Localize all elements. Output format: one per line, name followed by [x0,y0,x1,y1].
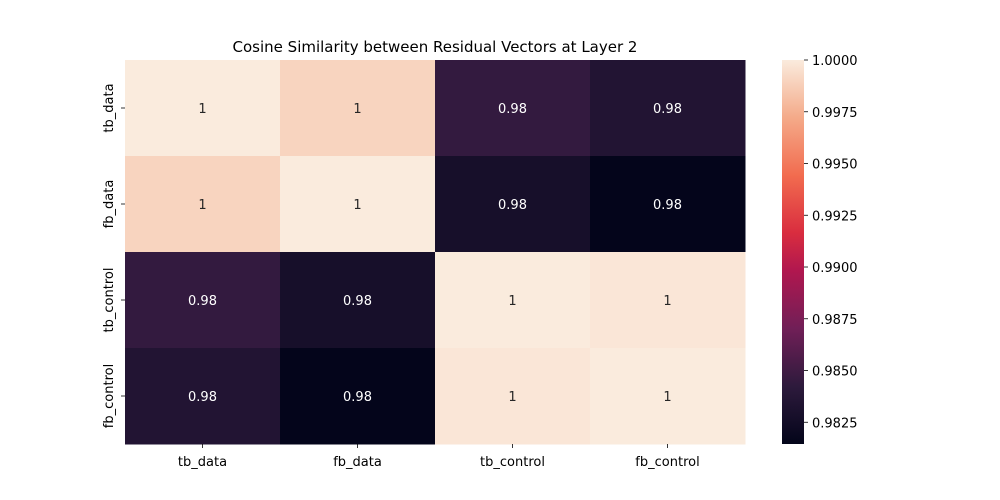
chart-title: Cosine Similarity between Residual Vecto… [233,38,638,56]
colorbar-tick-label: 1.0000 [812,54,858,69]
heatmap-cells [125,60,746,445]
cell-3-1 [280,348,436,445]
x-tick-label: tb_data [178,455,227,470]
y-tick-label: fb_data [102,180,117,229]
cell-annotation-0-0: 1 [198,102,206,117]
y-axis: tb_data fb_data tb_control fb_control [102,83,125,428]
cell-3-0 [125,348,281,445]
cell-annotations: 1 1 0.98 0.98 1 1 0.98 0.98 0.98 0.98 1 1 0.98 0.98 1 1 [188,102,682,405]
cell-2-0 [125,252,281,349]
cell-2-1 [280,252,436,349]
y-tick-label: tb_control [102,268,117,333]
cell-1-0 [125,156,281,253]
cell-1-2 [435,156,591,253]
colorbar-ticks: 0.9825 0.9850 0.9875 0.9900 0.9925 0.9950 0.99… [804,54,858,431]
cell-annotation-1-3: 0.98 [653,198,682,213]
cell-2-2 [435,252,591,349]
cell-0-2 [435,60,591,157]
x-tick-label: fb_data [333,455,382,470]
cell-annotation-1-0: 1 [198,198,206,213]
cell-annotation-2-3: 1 [663,294,671,309]
x-axis: tb_data fb_data tb_control fb_control [178,444,700,470]
cell-annotation-2-2: 1 [508,294,516,309]
cell-annotation-2-0: 0.98 [188,294,217,309]
cell-3-2 [435,348,591,445]
colorbar-tick-label: 0.9825 [812,416,858,431]
cell-annotation-0-2: 0.98 [498,102,527,117]
colorbar-tick-label: 0.9925 [812,209,858,224]
cell-0-1 [280,60,436,157]
y-tick-label: fb_control [102,364,117,428]
colorbar-tick-label: 0.9900 [812,261,858,276]
colorbar-tick-label: 0.9975 [812,106,858,121]
colorbar-tick-label: 0.9875 [812,313,858,328]
y-tick-label: tb_data [102,83,117,132]
cell-0-0 [125,60,281,157]
cell-annotation-3-1: 0.98 [343,390,372,405]
cell-annotation-3-3: 1 [663,390,671,405]
cell-annotation-3-0: 0.98 [188,390,217,405]
cell-annotation-0-1: 1 [353,102,361,117]
colorbar [782,60,804,444]
cell-annotation-1-1: 1 [353,198,361,213]
cell-1-3 [590,156,746,253]
cell-3-3 [590,348,746,445]
cell-annotation-0-3: 0.98 [653,102,682,117]
colorbar-tick-label: 0.9950 [812,158,858,173]
cell-annotation-1-2: 0.98 [498,198,527,213]
cell-annotation-3-2: 1 [508,390,516,405]
cell-1-1 [280,156,436,253]
cell-0-3 [590,60,746,157]
cell-annotation-2-1: 0.98 [343,294,372,309]
cell-2-3 [590,252,746,349]
x-tick-label: tb_control [480,455,545,470]
x-tick-label: fb_control [635,455,699,470]
colorbar-tick-label: 0.9850 [812,365,858,380]
